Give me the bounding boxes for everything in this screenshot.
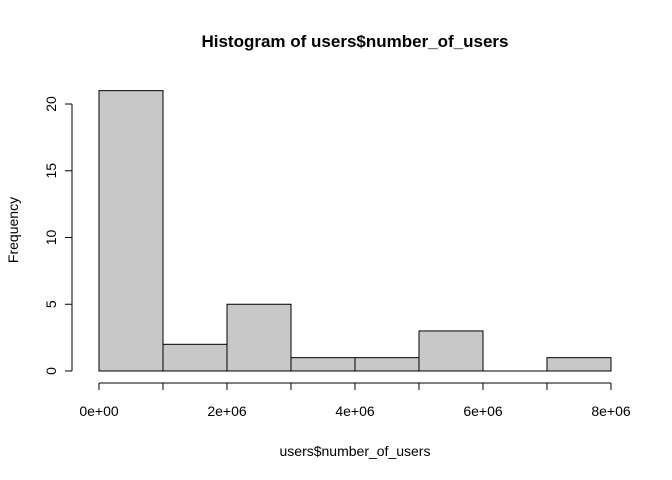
- y-tick-label: 20: [43, 96, 59, 112]
- x-tick-label: 0e+00: [79, 403, 119, 419]
- x-tick-label: 6e+06: [463, 403, 503, 419]
- y-tick-label: 0: [43, 367, 59, 375]
- histogram-bar-7: [546, 357, 612, 372]
- histogram-bar-0: [98, 90, 164, 372]
- y-tick-label: 15: [43, 163, 59, 179]
- y-tick-label: 10: [43, 230, 59, 246]
- histogram-bar-5: [418, 330, 484, 372]
- x-tick-label: 4e+06: [335, 403, 375, 419]
- histogram-bar-2: [226, 303, 292, 372]
- x-axis: 0e+00 2e+06 4e+06 6e+06 8e+06: [79, 382, 631, 419]
- y-axis-label: Frequency: [5, 197, 21, 263]
- chart-title: Histogram of users$number_of_users: [201, 32, 508, 51]
- bars-group: [98, 90, 612, 372]
- x-tick-label: 2e+06: [207, 403, 247, 419]
- histogram-bar-3: [290, 357, 356, 372]
- x-tick-label: 8e+06: [591, 403, 631, 419]
- y-tick-label: 5: [43, 300, 59, 308]
- x-axis-label: users$number_of_users: [280, 443, 431, 459]
- y-axis: 0 5 10 15 20: [43, 96, 73, 375]
- histogram-bar-4: [354, 357, 420, 372]
- histogram-bar-1: [162, 343, 228, 372]
